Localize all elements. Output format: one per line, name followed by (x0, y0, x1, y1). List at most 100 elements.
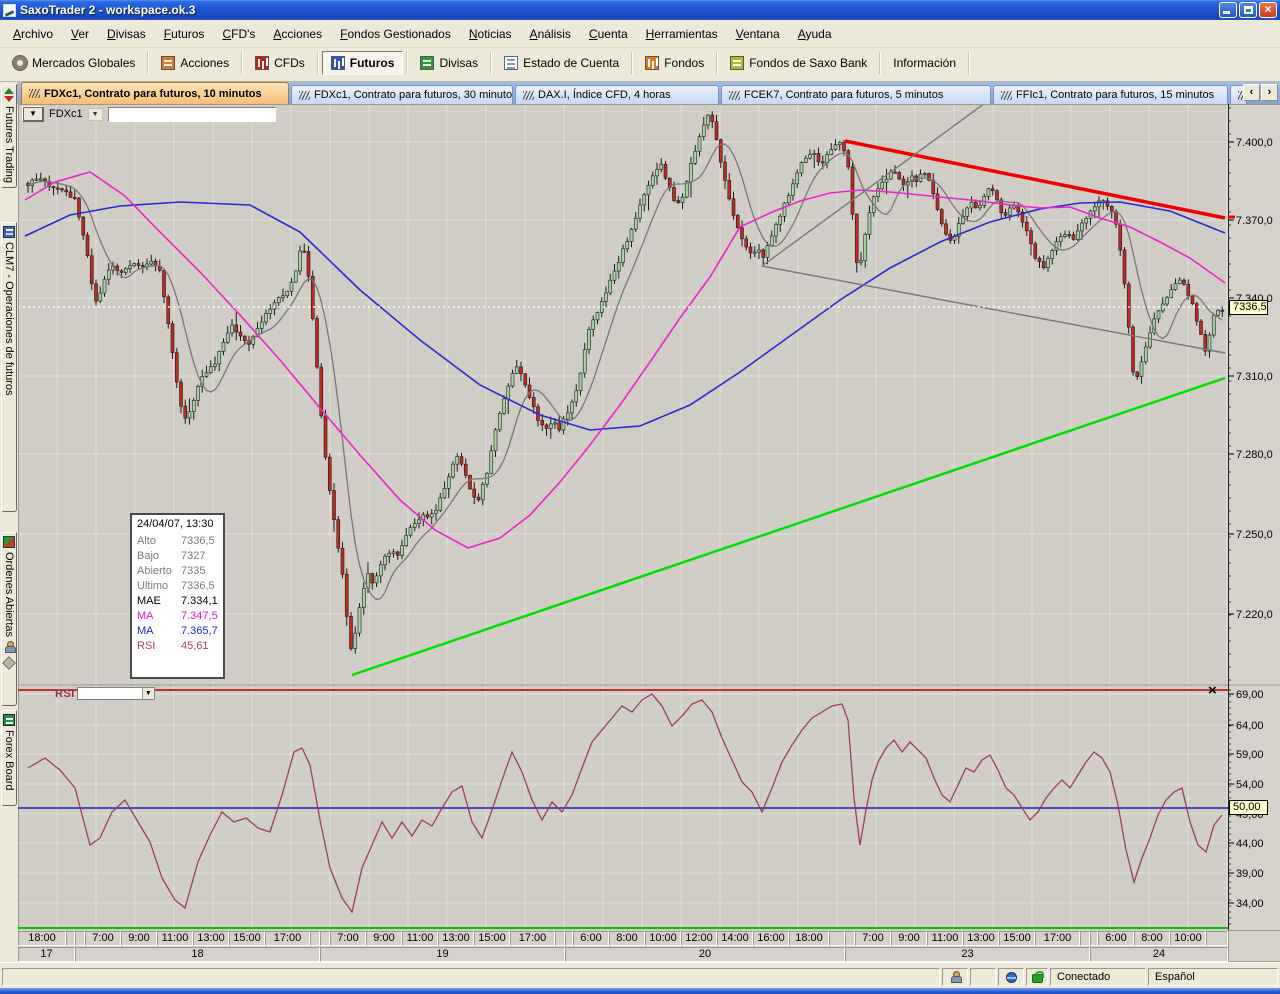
menu-archivo[interactable]: Archivo (4, 24, 62, 44)
toolbar-button-label: CFDs (274, 56, 305, 70)
menu-an-lisis[interactable]: Análisis (521, 24, 580, 44)
hour-cell: 10:00 (645, 931, 681, 946)
tab-scroll-left-button[interactable]: ‹ (1243, 84, 1260, 101)
minimize-button[interactable] (1219, 2, 1237, 18)
tooltip-row-label: MAE (137, 595, 181, 607)
toolbar-button-cfds[interactable]: CFDs (246, 51, 314, 75)
document-tab-bar: FDXc1, Contrato para futuros, 10 minutos… (0, 82, 1280, 104)
hour-cell: 9:00 (121, 931, 157, 946)
toolbar-button-estado-de-cuenta[interactable]: Estado de Cuenta (495, 51, 628, 75)
chart-scribble-icon (729, 91, 740, 100)
hour-cell: 10:00 (1170, 931, 1206, 946)
hour-gap-cell (66, 931, 75, 946)
rsi-label: RSI (55, 688, 75, 700)
menu-ver[interactable]: Ver (62, 24, 98, 44)
tooltip-row-value: 7.347,5 (181, 610, 218, 622)
tooltip-row-label: RSI (137, 640, 181, 652)
user-status-cell (942, 968, 968, 986)
security-status-cell (1026, 968, 1048, 986)
restore-button[interactable] (1239, 2, 1257, 18)
toolbar: Mercados Globales Acciones CFDs Futuros Divi… (0, 48, 1280, 78)
doc-tab-3[interactable]: DAX.I, Índice CFD, 4 horas (515, 85, 719, 104)
hour-cell: 14:00 (717, 931, 753, 946)
hour-cell: 11:00 (402, 931, 438, 946)
tooltip-row-ma: MA7.365,7 (132, 623, 223, 638)
window-title: SaxoTrader 2 - workspace.ok.3 (20, 3, 1219, 17)
menu-acciones[interactable]: Acciones (264, 24, 331, 44)
taskbar-edge (0, 988, 1280, 994)
toolbar-button-mercados-globales[interactable]: Mercados Globales (4, 51, 144, 75)
price-axis-label: 7.250,0 (1236, 529, 1273, 541)
hour-cell: 18:00 (789, 931, 829, 946)
language-indicator: Español (1148, 968, 1278, 986)
menu-herramientas[interactable]: Herramientas (637, 24, 727, 44)
day-cell: 23 (845, 947, 1090, 962)
menu-divisas[interactable]: Divisas (98, 24, 155, 44)
chart-instrument-header: ▼ FDXc1 ▼ (22, 106, 276, 122)
status-empty-cell (970, 968, 996, 986)
rsi-mid-marker: 50,00 (1229, 800, 1268, 815)
menu-futuros[interactable]: Futuros (155, 24, 214, 44)
toolbar-separator (406, 52, 408, 74)
doc-tab-2[interactable]: FDXc1, Contrato para futuros, 30 minutos (291, 85, 513, 104)
menu-cfd-s[interactable]: CFD's (213, 24, 264, 44)
person-icon (950, 971, 961, 983)
doc-tab-label: DAX.I, Índice CFD, 4 horas (538, 89, 671, 101)
last-price-marker: 7336,5 (1229, 300, 1268, 315)
menu-noticias[interactable]: Noticias (460, 24, 521, 44)
tooltip-row-value: 7.334,1 (181, 595, 218, 607)
tab-scroll-right-button[interactable]: › (1261, 84, 1278, 101)
status-message-area (2, 968, 940, 986)
status-bar: Conectado Español (0, 966, 1280, 988)
toolbar-button-informaci-n[interactable]: Información (884, 51, 965, 75)
hour-gap-cell (310, 931, 320, 946)
rsi-close-icon[interactable]: × (1208, 684, 1217, 698)
rsi-axis-label: 59,00 (1236, 749, 1264, 761)
toolbar-button-label: Fondos de Saxo Bank (749, 56, 867, 70)
toolbar-button-fondos-de-saxo-bank[interactable]: Fondos de Saxo Bank (721, 51, 876, 75)
cfds-icon (255, 56, 269, 70)
close-button[interactable]: × (1259, 2, 1277, 18)
toolbar-button-fondos[interactable]: Fondos (636, 51, 713, 75)
symbol-dropdown-arrow[interactable]: ▼ (88, 108, 103, 121)
rsi-axis-label: 64,00 (1236, 720, 1264, 732)
toolbar-button-label: Divisas (439, 56, 478, 70)
tooltip-row-label: MA (137, 610, 181, 622)
tooltip-row-value: 45,61 (181, 640, 218, 652)
menu-fondos-gestionados[interactable]: Fondos Gestionados (331, 24, 460, 44)
toolbar-separator (716, 52, 718, 74)
rsi-axis-label: 44,00 (1236, 838, 1264, 850)
hour-cell: 17:00 (1035, 931, 1080, 946)
hour-cell: 7:00 (330, 931, 366, 946)
toolbar-separator (317, 52, 319, 74)
hour-gap-cell (845, 931, 855, 946)
menu-cuenta[interactable]: Cuenta (580, 24, 637, 44)
menu-ventana[interactable]: Ventana (727, 24, 789, 44)
tooltip-row-abierto: Abierto7335 (132, 563, 223, 578)
menu-bar: ArchivoVerDivisasFuturosCFD'sAccionesFon… (0, 20, 1280, 48)
tooltip-row-value: 7336,5 (181, 535, 218, 547)
toolbar-button-futuros[interactable]: Futuros (322, 51, 404, 75)
doc-tab-4[interactable]: FCEK7, Contrato para futuros, 5 minutos (721, 85, 991, 104)
chart-menu-dropdown[interactable]: ▼ (22, 106, 44, 122)
toolbar-separator (147, 52, 149, 74)
tooltip-row-alto: Alto7336,5 (132, 533, 223, 548)
hour-cell: 18:00 (18, 931, 66, 946)
forex-icon (420, 56, 434, 70)
time-axis-corner (1228, 930, 1280, 962)
hour-gap-cell (1080, 931, 1090, 946)
toolbar-button-divisas[interactable]: Divisas (411, 51, 487, 75)
toolbar-button-acciones[interactable]: Acciones (152, 51, 238, 75)
up-down-arrows-icon (4, 88, 14, 102)
menu-ayuda[interactable]: Ayuda (789, 24, 841, 44)
hour-cell: 12:00 (681, 931, 717, 946)
tooltip-row-rsi: RSI45,61 (132, 638, 223, 653)
chart-scribble-icon (299, 91, 310, 100)
doc-tab-1[interactable]: FDXc1, Contrato para futuros, 10 minutos (21, 82, 289, 104)
tooltip-row-label: Alto (137, 535, 181, 547)
rsi-settings-dropdown[interactable]: ▼ (77, 687, 155, 700)
toolbar-button-label: Fondos (664, 56, 704, 70)
doc-tab-5[interactable]: FFIc1, Contrato para futuros, 15 minutos (993, 85, 1228, 104)
toolbar-separator (631, 52, 633, 74)
instrument-search-input[interactable] (108, 107, 276, 122)
